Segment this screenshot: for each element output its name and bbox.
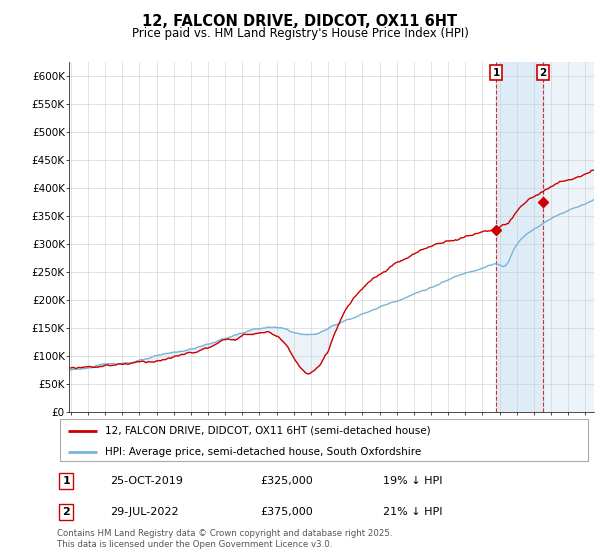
Text: 1: 1 — [62, 476, 70, 486]
Text: 19% ↓ HPI: 19% ↓ HPI — [383, 476, 442, 486]
Text: 12, FALCON DRIVE, DIDCOT, OX11 6HT: 12, FALCON DRIVE, DIDCOT, OX11 6HT — [142, 14, 458, 29]
Text: 2: 2 — [539, 68, 547, 78]
Text: Contains HM Land Registry data © Crown copyright and database right 2025.
This d: Contains HM Land Registry data © Crown c… — [57, 529, 392, 549]
Text: 1: 1 — [493, 68, 500, 78]
Text: 2: 2 — [62, 507, 70, 517]
Text: 25-OCT-2019: 25-OCT-2019 — [110, 476, 183, 486]
Text: Price paid vs. HM Land Registry's House Price Index (HPI): Price paid vs. HM Land Registry's House … — [131, 27, 469, 40]
Text: £375,000: £375,000 — [260, 507, 313, 517]
Text: 12, FALCON DRIVE, DIDCOT, OX11 6HT (semi-detached house): 12, FALCON DRIVE, DIDCOT, OX11 6HT (semi… — [105, 426, 431, 436]
Bar — [543, 62, 594, 412]
FancyBboxPatch shape — [59, 419, 589, 461]
Text: 21% ↓ HPI: 21% ↓ HPI — [383, 507, 442, 517]
Text: £325,000: £325,000 — [260, 476, 313, 486]
Text: HPI: Average price, semi-detached house, South Oxfordshire: HPI: Average price, semi-detached house,… — [105, 447, 421, 458]
Bar — [496, 62, 543, 412]
Text: 29-JUL-2022: 29-JUL-2022 — [110, 507, 179, 517]
